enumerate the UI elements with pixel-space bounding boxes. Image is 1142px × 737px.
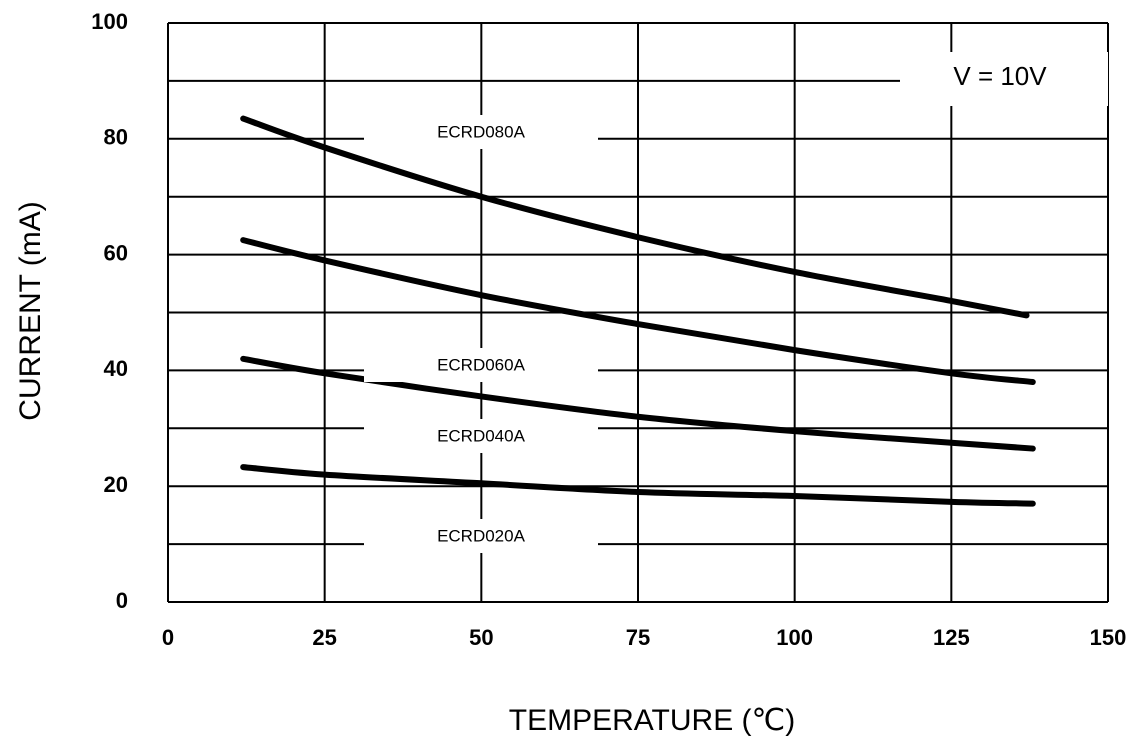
series-line-ecrd060a: [240, 237, 1036, 385]
x-tick-label: 125: [933, 625, 970, 650]
y-tick-label: 40: [104, 356, 128, 381]
series-label-ecrd080a: ECRD080A: [437, 122, 526, 141]
series-labels: ECRD080A ECRD060A ECRD040A ECRD020A: [364, 115, 598, 553]
x-tick-label: 0: [162, 625, 174, 650]
series-label-ecrd060a: ECRD060A: [437, 355, 526, 374]
y-tick-labels: 0 20 40 60 80 100: [91, 9, 128, 613]
annotation-background: [900, 52, 1108, 106]
y-axis-label: CURRENT (mA): [14, 201, 47, 420]
series-label-background: [364, 519, 598, 553]
x-tick-label: 100: [776, 625, 813, 650]
series-label-background: [364, 115, 598, 149]
series-line-ecrd020a: [240, 464, 1036, 507]
x-axis-label: TEMPERATURE (℃): [509, 704, 795, 737]
x-tick-label: 75: [626, 625, 650, 650]
y-tick-label: 60: [104, 240, 128, 265]
x-tick-label: 25: [312, 625, 336, 650]
y-tick-label: 80: [104, 125, 128, 150]
series-label-ecrd040a: ECRD040A: [437, 426, 526, 445]
series-line-ecrd040a: [240, 355, 1036, 452]
x-tick-label: 150: [1090, 625, 1127, 650]
series-line-ecrd080a: [240, 115, 1030, 319]
series-label-ecrd020a: ECRD020A: [437, 526, 526, 545]
x-tick-labels: 0 25 50 75 100 125 150: [162, 625, 1126, 650]
series-curves: [240, 115, 1036, 507]
voltage-annotation: V = 10V: [953, 61, 1047, 91]
series-label-background: [364, 348, 598, 382]
x-tick-label: 50: [469, 625, 493, 650]
y-tick-label: 100: [91, 9, 128, 34]
y-tick-label: 20: [104, 472, 128, 497]
y-tick-label: 0: [116, 588, 128, 613]
series-label-background: [364, 419, 598, 453]
